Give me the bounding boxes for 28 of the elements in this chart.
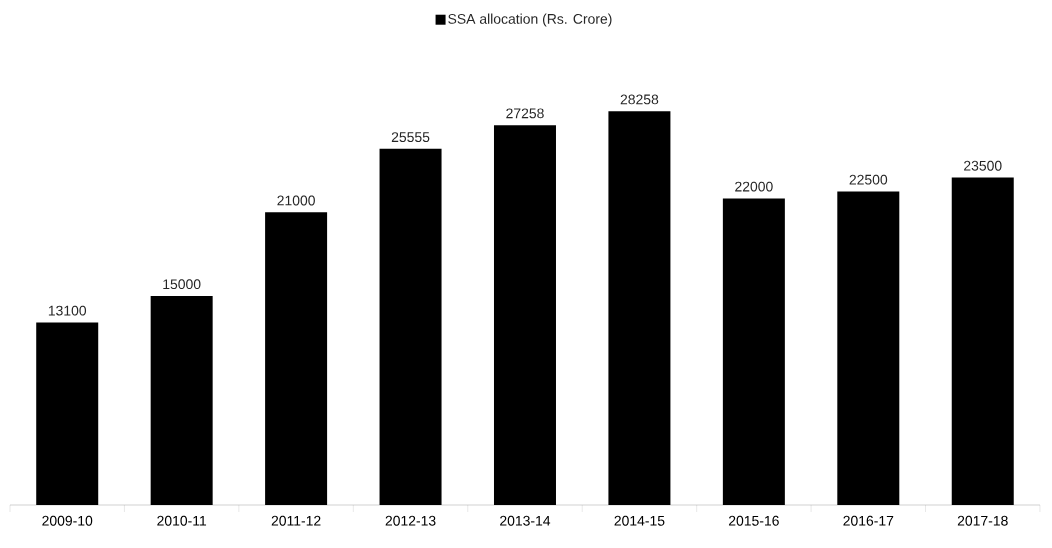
x-tick-label: 2013-14 [500,515,551,526]
data-label: 21000 [277,195,315,206]
x-tick-label: 2017-18 [957,515,1008,526]
data-label: 13100 [48,305,87,316]
bar [951,177,1014,505]
x-tick-label: 2014-15 [614,515,665,526]
x-tick-label: 2011-12 [271,515,321,526]
bar [150,295,213,505]
data-label: 22500 [849,174,888,185]
data-label: 15000 [163,279,201,290]
bar [837,191,900,505]
x-tick-label: 2010-11 [157,515,207,526]
x-tick-label: 2012-13 [385,515,436,526]
data-label: 28258 [620,94,659,105]
data-label: 23500 [964,160,1002,171]
bar [379,148,442,505]
x-tick-label: 2016-17 [843,515,894,526]
x-tick-label: 2009-10 [42,515,93,526]
bar [36,322,99,505]
legend-label: SSA allocation (Rs. Crore) [448,13,612,27]
data-label: 22000 [735,181,773,192]
bar [265,212,328,505]
bar [493,125,556,505]
data-label: 27258 [506,108,544,119]
x-tick-label: 2015-16 [728,515,779,526]
data-label: 25555 [391,132,430,143]
bar [608,111,671,505]
bar [722,198,785,505]
